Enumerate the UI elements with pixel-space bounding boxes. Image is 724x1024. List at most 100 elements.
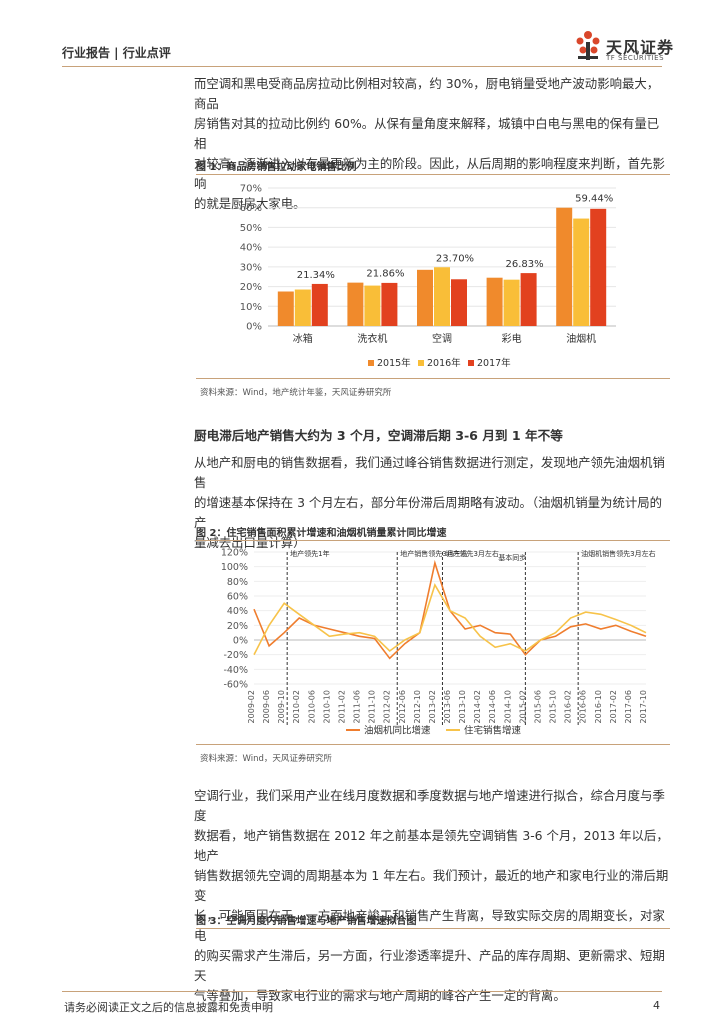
figure-2-bottom-rule	[196, 744, 670, 745]
section-subheading: 厨电滞后地产销售大约为 3 个月，空调滞后期 3-6 月到 1 年不等	[194, 428, 563, 443]
paragraph-line: 从地产和厨电的销售数据看，我们通过峰谷销售数据进行测定，发现地产领先油烟机销售	[194, 455, 665, 490]
y-tick-label: 20%	[240, 282, 262, 293]
y-tick-label: 40%	[227, 606, 248, 617]
logo-text-en: TF SECURITIES	[606, 54, 665, 62]
paragraph-line: 而空调和黑电受商品房拉动比例相对较高，约 30%，厨电销量受地产波动影响最大，商…	[194, 76, 660, 111]
chart-annotation: 地产销售领先3月左右	[400, 549, 467, 558]
paragraph-line: 量减去出口量计算）	[194, 535, 306, 550]
figure-2-line-chart: -60% -40% -20% 0% 20% 40% 60% 80% 100% 120% 2009-…	[221, 548, 656, 737]
y-tick-label: 100%	[221, 562, 248, 573]
x-tick-label: 2014-02	[473, 690, 482, 723]
figure-3-rule	[196, 928, 670, 929]
bar	[486, 277, 503, 326]
paragraph-line: 长，可能原因在于，一方面地产竣工和销售产生背离，导致实际交房的周期变长，对家电	[194, 908, 665, 943]
x-tick-label: 2013-10	[458, 690, 467, 723]
x-tick-label: 2016-10	[594, 690, 603, 723]
y-tick-label: 20%	[227, 621, 248, 632]
tf-securities-logo: 天风证券 TF SECURITIES	[572, 28, 692, 68]
chart-annotation: 油烟机销售领先3月左右	[581, 549, 655, 558]
x-tick-label: 洗衣机	[357, 332, 387, 345]
bar	[590, 208, 607, 326]
y-tick-label: 50%	[240, 223, 262, 234]
legend-swatch	[368, 360, 374, 366]
legend-label: 油烟机同比增速	[364, 725, 431, 737]
footer-disclaimer-link[interactable]: 请务必阅读正文之后的信息披露和免责申明	[64, 1001, 273, 1014]
x-tick-label: 2016-06	[579, 690, 588, 723]
x-tick-label: 空调	[432, 332, 452, 345]
x-tick-label: 2015-02	[518, 690, 527, 723]
bar	[417, 269, 433, 326]
data-label: 26.83%	[506, 259, 544, 270]
chart-annotation: 地产领先1年	[290, 549, 329, 558]
y-tick-label: 10%	[240, 302, 262, 313]
y-tick-label: 40%	[240, 243, 262, 254]
header-rule	[62, 66, 662, 67]
x-tick-label: 2015-10	[549, 690, 558, 723]
bar	[451, 279, 467, 326]
x-tick-label: 彩电	[502, 332, 522, 345]
y-tick-label: 60%	[240, 203, 262, 214]
paragraph-line: 数据看，地产销售数据在 2012 年之前基本是领先空调销售 3-6 个月，201…	[194, 828, 669, 863]
footer-rule	[62, 991, 662, 992]
bar	[503, 279, 520, 326]
x-tick-label: 2017-10	[639, 690, 648, 723]
x-tick-label: 2010-02	[292, 690, 301, 723]
bar	[434, 267, 450, 326]
page-number: 4	[653, 999, 660, 1012]
figure-2-source: 资料来源：Wind，天风证券研究所	[200, 754, 332, 764]
figure-3-title: 图 3：空调月度内销售增速与地产销售增速拟合图	[196, 916, 417, 927]
y-tick-label: -40%	[223, 665, 248, 676]
x-tick-label: 2013-02	[428, 690, 437, 723]
figure-1-rule	[196, 174, 670, 175]
y-tick-label: -20%	[223, 650, 248, 661]
y-tick-label: 60%	[227, 592, 248, 603]
legend-label: 住宅销售增速	[464, 725, 522, 737]
series-line	[253, 583, 647, 656]
flower-logo-icon	[576, 31, 600, 60]
x-tick-label: 2017-02	[609, 690, 618, 723]
bar	[381, 282, 398, 326]
x-tick-label: 油烟机	[566, 332, 596, 345]
y-tick-label: 120%	[221, 548, 248, 559]
bar	[277, 291, 294, 326]
legend-label: 2016年	[427, 357, 461, 369]
figure-1-source: 资料来源：Wind，地产统计年鉴，天风证券研究所	[200, 388, 392, 398]
legend-swatch	[418, 360, 424, 366]
x-tick-label: 2009-10	[277, 690, 286, 723]
paragraph-line: 对较高，逐渐进入以存量更新为主的阶段。因此，从后周期的影响程度来判断，首先影响	[194, 156, 665, 191]
legend-label: 2015年	[377, 357, 411, 369]
data-label: 59.44%	[575, 194, 613, 205]
chart-annotation: 地产领先3月左右	[445, 549, 498, 558]
x-tick-label: 2010-10	[322, 690, 331, 723]
figure-2-title: 图 2：住宅销售面积累计增速和油烟机销量累计同比增速	[196, 528, 447, 539]
paragraph-3: 空调行业，我们采用产业在线月度数据和季度数据与地产增速进行拟合，综合月度与季度 …	[194, 786, 670, 1006]
chart-annotation: 基本同步	[498, 553, 526, 562]
bar	[364, 285, 381, 326]
figure-1-title: 图 1：商品房销售拉动家电销售比例	[196, 162, 357, 173]
x-tick-label: 2015-06	[533, 690, 542, 723]
x-tick-label: 2011-02	[337, 690, 346, 723]
x-tick-label: 冰箱	[293, 332, 313, 345]
x-tick-label: 2011-10	[368, 690, 377, 723]
bar	[520, 273, 537, 326]
x-tick-label: 2010-06	[307, 690, 316, 723]
bar	[556, 207, 573, 326]
figure-1-bar-chart: 0% 10% 20% 30% 40% 50% 60% 70% 冰箱 洗衣机 空调 彩电 油烟机 21.…	[240, 184, 616, 369]
data-label: 21.34%	[297, 270, 335, 281]
paragraph-line: 销售数据领先空调的周期基本为 1 年左右。我们预计，最近的地产和家电行业的滞后期…	[194, 868, 669, 903]
header-breadcrumb: 行业报告 | 行业点评	[62, 46, 171, 60]
y-tick-label: 80%	[227, 577, 248, 588]
paragraph-line: 的购买需求产生滞后，另一方面，行业渗透率提升、产品的库存周期、更新需求、短期天	[194, 948, 665, 983]
x-tick-label: 2012-10	[413, 690, 422, 723]
x-tick-label: 2011-06	[353, 690, 362, 723]
y-tick-label: 0%	[233, 636, 248, 647]
figure-1-bottom-rule	[196, 378, 670, 379]
x-tick-label: 2009-06	[262, 690, 271, 723]
x-tick-label: 2016-02	[564, 690, 573, 723]
y-tick-label: -60%	[223, 680, 248, 691]
paragraph-2: 从地产和厨电的销售数据看，我们通过峰谷销售数据进行测定，发现地产领先油烟机销售 …	[194, 453, 670, 553]
y-tick-label: 70%	[240, 184, 262, 195]
legend-label: 2017年	[477, 357, 511, 369]
bar	[347, 282, 364, 326]
paragraph-line: 的增速基本保持在 3 个月左右，部分年份滞后周期略有波动。（油烟机销量为统计局的…	[194, 495, 663, 530]
